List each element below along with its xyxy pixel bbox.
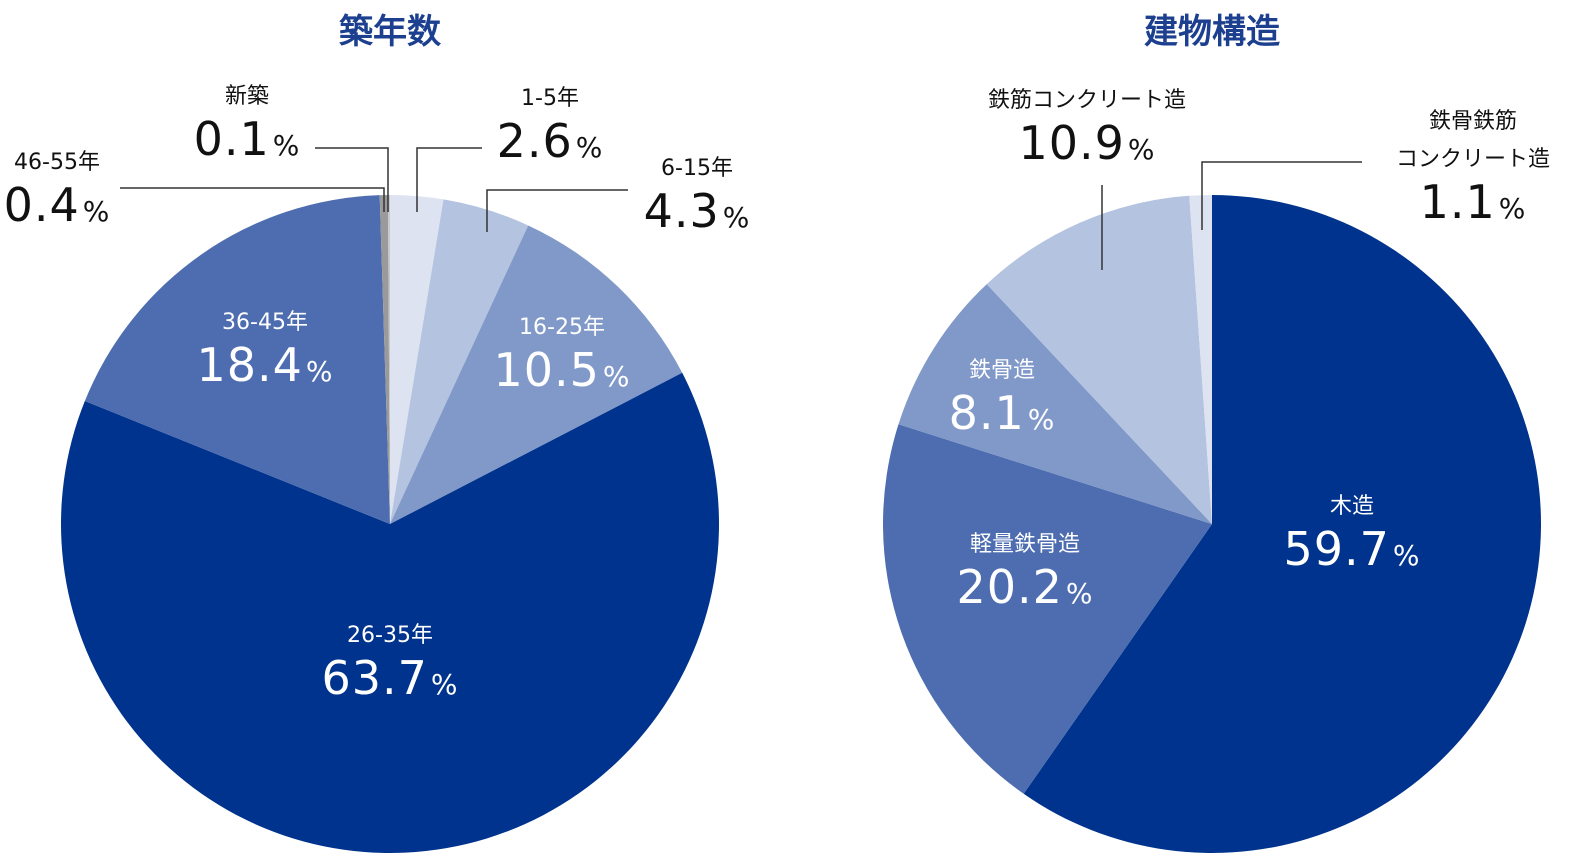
unit-label: % — [305, 355, 334, 388]
value-label: 10.9 — [1018, 116, 1125, 170]
value-label: 63.7 — [321, 651, 428, 705]
unit-label: % — [575, 131, 604, 164]
slice-label-16-25: 16-25年 10.5% — [493, 315, 631, 394]
pie-slice — [390, 195, 444, 524]
unit-label: % — [1498, 192, 1527, 225]
unit-label: % — [722, 201, 751, 234]
unit-label: % — [1027, 403, 1056, 436]
value-label: 0.1 — [193, 112, 270, 166]
value-label: 18.4 — [196, 338, 303, 392]
pie-slice — [390, 199, 529, 525]
unit-label: % — [1065, 577, 1094, 610]
value-label: 2.6 — [496, 114, 573, 168]
slice-label-shinchiku: 新築 0.1% — [194, 84, 301, 163]
pie-0 — [61, 195, 719, 853]
category-label: 鉄筋コンクリート造 — [987, 88, 1187, 113]
category-label: 16-25年 — [519, 315, 605, 340]
value-label: 8.1 — [948, 386, 1025, 440]
pie-slice — [1189, 195, 1212, 524]
value-label: 59.7 — [1283, 522, 1390, 576]
slice-label-1-5: 1-5年 2.6% — [497, 86, 604, 165]
category-label: 36-45年 — [222, 310, 308, 335]
pie-slice — [387, 195, 390, 524]
leader-line-src — [1201, 161, 1362, 230]
leader-line-1-5 — [416, 147, 482, 212]
category-label: 木造 — [1329, 494, 1374, 519]
slice-label-s: 鉄骨造 8.1% — [949, 358, 1056, 437]
pie-slice — [61, 372, 719, 853]
slice-label-46-55: 46-55年 0.4% — [4, 150, 111, 229]
pie-slice — [898, 284, 1212, 524]
unit-label: % — [272, 129, 301, 162]
leader-line-6-15 — [486, 189, 628, 232]
category-label: 6-15年 — [661, 156, 733, 181]
category-label: 1-5年 — [521, 86, 579, 111]
unit-label: % — [602, 360, 631, 393]
category-label: 軽量鉄骨造 — [969, 532, 1080, 557]
pie-slice — [1023, 195, 1541, 853]
value-label: 10.5 — [493, 343, 600, 397]
pie-slice — [986, 195, 1212, 524]
slice-label-6-15: 6-15年 4.3% — [644, 156, 751, 235]
unit-label: % — [430, 668, 459, 701]
slice-label-light-steel: 軽量鉄骨造 20.2% — [956, 532, 1094, 611]
unit-label: % — [1392, 539, 1421, 572]
value-label: 4.3 — [643, 184, 720, 238]
leader-lines — [120, 147, 1362, 270]
value-label: 20.2 — [956, 560, 1063, 614]
value-label: 1.1 — [1419, 175, 1496, 229]
pie-slice — [883, 424, 1212, 794]
pie-slice — [390, 225, 683, 524]
pie-1 — [883, 195, 1541, 853]
pie-slice — [379, 195, 390, 524]
category-label: 26-35年 — [347, 623, 433, 648]
category-label-line2: コンクリート造 — [1395, 147, 1551, 172]
category-label: 鉄骨造 — [968, 358, 1036, 383]
category-label: 46-55年 — [14, 150, 100, 175]
slice-label-rc: 鉄筋コンクリート造 10.9% — [987, 88, 1187, 167]
slice-label-wood: 木造 59.7% — [1283, 494, 1421, 573]
chart-title-age: 築年数 — [339, 12, 441, 52]
leader-line-shinchiku — [315, 147, 389, 212]
category-label: 新築 — [224, 84, 270, 109]
slice-label-36-45: 36-45年 18.4% — [196, 310, 334, 389]
slice-label-src: 鉄骨鉄筋 コンクリート造 1.1% — [1395, 109, 1551, 226]
leader-line-46-55 — [120, 187, 385, 212]
value-label: 0.4 — [3, 178, 80, 232]
category-label-line1: 鉄骨鉄筋 — [1428, 109, 1518, 134]
chart-title-structure: 建物構造 — [1144, 12, 1280, 52]
slice-label-26-35: 26-35年 63.7% — [321, 623, 459, 702]
pie-slice — [84, 195, 390, 524]
unit-label: % — [1127, 133, 1156, 166]
unit-label: % — [82, 195, 111, 228]
